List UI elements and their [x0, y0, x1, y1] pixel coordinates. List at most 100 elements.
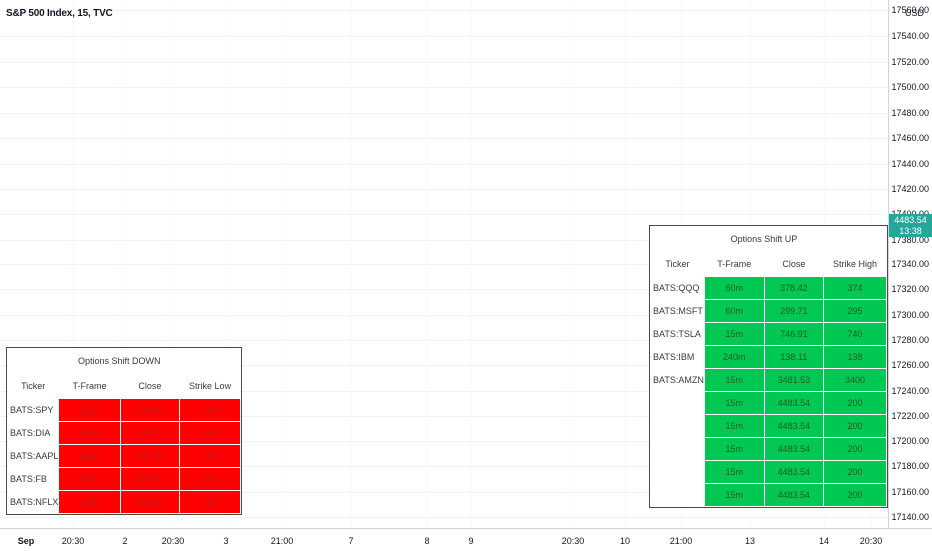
currency-label[interactable]: USD [905, 8, 925, 18]
table-row: BATS:NFLX 60m 589.29 585 [8, 491, 240, 513]
table-cell-strike: 200 [824, 415, 886, 437]
price-gridline [0, 441, 888, 442]
column-header: T-Frame [717, 259, 752, 269]
price-gridline [0, 492, 888, 493]
price-gridline [0, 62, 888, 63]
table-cell-tf: 15m [704, 438, 764, 460]
price-gridline [0, 365, 888, 366]
table-cell-tf: 15m [704, 484, 764, 506]
table-cell-strike: 3400 [824, 369, 886, 391]
symbol-title[interactable]: S&P 500 Index, 15, TVC [6, 8, 113, 19]
table-cell-close: 4483.54 [764, 392, 824, 414]
time-tick-label: 8 [424, 536, 430, 546]
price-gridline [0, 289, 888, 290]
table-cell-tf: 15m [59, 399, 120, 421]
column-header: Close [782, 259, 806, 269]
table-cell-strike: 448 [180, 399, 240, 421]
table-cell-ticker: BATS:MSFT [653, 306, 703, 316]
price-tick-label: 17280.00 [891, 335, 929, 345]
table-cell-ticker: BATS:AMZN [653, 375, 704, 385]
table-cell-ticker: BATS:NFLX [10, 497, 59, 507]
table-cell-close: 138.11 [764, 346, 824, 368]
table-row: BATS:QQQ 60m 378.42 374 [651, 277, 886, 299]
price-tick-label: 17340.00 [891, 259, 929, 269]
table-cell-ticker: BATS:FB [10, 474, 47, 484]
price-gridline [0, 189, 888, 190]
time-gridline [282, 0, 283, 528]
time-tick-label: 20:30 [859, 536, 883, 546]
price-gridline [0, 466, 888, 467]
time-tick-label: 21:00 [669, 536, 693, 546]
price-tick-label: 17160.00 [891, 487, 929, 497]
price-tick-label: 17320.00 [891, 284, 929, 294]
time-tick-label: 7 [348, 536, 354, 546]
time-tick-label: 9 [468, 536, 474, 546]
price-tick-label: 17220.00 [891, 411, 929, 421]
price-gridline [0, 87, 888, 88]
table-row: BATS:DIA 60m 348.17 348 [8, 422, 240, 444]
table-row: 15m 4483.54 200 [651, 392, 886, 414]
price-tick-label: 17420.00 [891, 184, 929, 194]
price-tick-label: 17200.00 [891, 436, 929, 446]
column-header: Ticker [21, 381, 46, 391]
price-gridline [0, 10, 888, 11]
table-cell-ticker: BATS:QQQ [653, 283, 700, 293]
table-cell-ticker [651, 392, 704, 414]
time-tick-label: 13 [744, 536, 756, 546]
table-cell-ticker: BATS:DIA [10, 428, 51, 438]
options-shift-up-table: Options Shift UP Ticker T-Frame Close Strike… [649, 225, 888, 508]
table-header-row: Ticker T-Frame Close Strike Low [8, 374, 240, 398]
time-tick-label: Sep [17, 536, 35, 546]
table-title-row: Options Shift UP [651, 227, 886, 251]
table-cell-close: 348.17 [120, 422, 180, 444]
table-row: 15m 4483.54 200 [651, 461, 886, 483]
price-tick-label: 17180.00 [891, 461, 929, 471]
time-gridline [226, 0, 227, 528]
table-row: BATS:MSFT 60m 299.71 295 [651, 300, 886, 322]
table-title-row: Options Shift DOWN [8, 349, 240, 373]
table-row: BATS:AAPL 15m 154.30 154 [8, 445, 240, 467]
price-gridline [0, 164, 888, 165]
table-cell-close: 4483.54 [764, 438, 824, 460]
price-tick-label: 17480.00 [891, 108, 929, 118]
table-cell-strike: 585 [180, 491, 240, 513]
price-tick-label: 17440.00 [891, 159, 929, 169]
table-row: 15m 4483.54 200 [651, 438, 886, 460]
price-tick-label: 17520.00 [891, 57, 929, 67]
table-cell-close: 299.71 [764, 300, 824, 322]
table-cell-close: 3481.53 [764, 369, 824, 391]
table-row: BATS:IBM 240m 138.11 138 [651, 346, 886, 368]
time-gridline [173, 0, 174, 528]
price-tick-label: 17140.00 [891, 512, 929, 522]
table-row: BATS:FB 60m 377.57 375 [8, 468, 240, 490]
time-gridline [573, 0, 574, 528]
table-cell-tf: 15m [59, 445, 120, 467]
table-cell-tf: 60m [704, 300, 764, 322]
table-header-row: Ticker T-Frame Close Strike High [651, 252, 886, 276]
time-axis[interactable]: Sep 20:30 2 20:30 3 21:00 7 8 9 20:30 10 21:00 13 14 2… [0, 528, 932, 551]
table-cell-strike: 348 [180, 422, 240, 444]
time-tick-label: 10 [619, 536, 631, 546]
price-tick-label: 17560.00 [891, 5, 929, 15]
table-row: 15m 4483.54 200 [651, 415, 886, 437]
table-cell-ticker [651, 461, 704, 483]
table-cell-ticker: BATS:SPY [10, 405, 54, 415]
column-header: Strike Low [189, 381, 232, 391]
price-axis[interactable]: 17560.00 17540.00 17520.00 17500.00 17480.00… [888, 0, 932, 528]
table-cell-strike: 200 [824, 438, 886, 460]
table-row: BATS:AMZN 15m 3481.53 3400 [651, 369, 886, 391]
time-gridline [471, 0, 472, 528]
table-row: BATS:SPY 15m 448.38 448 [8, 399, 240, 421]
time-tick-label: 20:30 [161, 536, 185, 546]
table-cell-tf: 240m [704, 346, 764, 368]
table-cell-close: 4483.54 [764, 484, 824, 506]
column-header: Strike High [833, 259, 878, 269]
column-header: Close [138, 381, 162, 391]
table-cell-tf: 60m [704, 277, 764, 299]
table-cell-ticker: BATS:AAPL [10, 451, 59, 461]
table-cell-close: 746.91 [764, 323, 824, 345]
price-tick-label: 17460.00 [891, 133, 929, 143]
column-header: T-Frame [72, 381, 107, 391]
price-tick-label: 17240.00 [891, 386, 929, 396]
table-cell-close: 378.42 [764, 277, 824, 299]
